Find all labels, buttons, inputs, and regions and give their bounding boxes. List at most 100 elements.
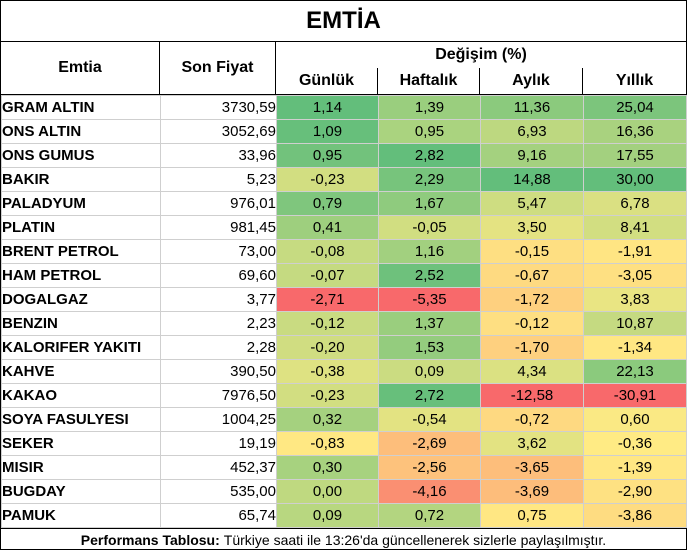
change-yearly: 6,78 bbox=[583, 191, 687, 216]
change-monthly: -12,58 bbox=[480, 383, 584, 408]
commodity-name: PAMUK bbox=[1, 503, 161, 528]
change-yearly: 8,41 bbox=[583, 215, 687, 240]
table-row: ONS ALTIN 3052,69 1,09 0,95 6,93 16,36 bbox=[1, 119, 687, 144]
change-yearly: 22,13 bbox=[583, 359, 687, 384]
change-daily: -2,71 bbox=[276, 287, 379, 312]
change-daily: 0,41 bbox=[276, 215, 379, 240]
last-price: 1004,25 bbox=[160, 407, 277, 432]
change-weekly: 1,67 bbox=[378, 191, 481, 216]
change-daily: -0,12 bbox=[276, 311, 379, 336]
change-monthly: 6,93 bbox=[480, 119, 584, 144]
last-price: 33,96 bbox=[160, 143, 277, 168]
table-row: ONS GUMUS 33,96 0,95 2,82 9,16 17,55 bbox=[1, 143, 687, 168]
last-price: 65,74 bbox=[160, 503, 277, 528]
change-monthly: -3,65 bbox=[480, 455, 584, 480]
change-weekly: 0,72 bbox=[378, 503, 481, 528]
change-weekly: -2,69 bbox=[378, 431, 481, 456]
change-monthly: 3,62 bbox=[480, 431, 584, 456]
commodity-name: KAHVE bbox=[1, 359, 161, 384]
change-monthly: -0,67 bbox=[480, 263, 584, 288]
change-yearly: -1,34 bbox=[583, 335, 687, 360]
commodity-name: DOGALGAZ bbox=[1, 287, 161, 312]
change-weekly: 1,37 bbox=[378, 311, 481, 336]
change-weekly: 1,53 bbox=[378, 335, 481, 360]
change-yearly: -3,86 bbox=[583, 503, 687, 528]
commodity-name: PALADYUM bbox=[1, 191, 161, 216]
last-price: 19,19 bbox=[160, 431, 277, 456]
header-change-group: Değişim (%) bbox=[276, 42, 686, 68]
commodity-name: KALORIFER YAKITI bbox=[1, 335, 161, 360]
commodity-name: HAM PETROL bbox=[1, 263, 161, 288]
data-grid: GRAM ALTIN 3730,59 1,14 1,39 11,36 25,04 ONS A… bbox=[1, 95, 687, 528]
change-monthly: 11,36 bbox=[480, 95, 584, 120]
table-row: BRENT PETROL 73,00 -0,08 1,16 -0,15 -1,91 bbox=[1, 239, 687, 264]
change-daily: -0,38 bbox=[276, 359, 379, 384]
change-yearly: 17,55 bbox=[583, 143, 687, 168]
header-price: Son Fiyat bbox=[160, 42, 276, 95]
change-weekly: -0,54 bbox=[378, 407, 481, 432]
change-daily: 0,95 bbox=[276, 143, 379, 168]
last-price: 976,01 bbox=[160, 191, 277, 216]
last-price: 2,28 bbox=[160, 335, 277, 360]
header-daily: Günlük bbox=[276, 68, 378, 95]
change-daily: -0,83 bbox=[276, 431, 379, 456]
last-price: 535,00 bbox=[160, 479, 277, 504]
change-yearly: -1,91 bbox=[583, 239, 687, 264]
change-monthly: 0,75 bbox=[480, 503, 584, 528]
table-row: SEKER 19,19 -0,83 -2,69 3,62 -0,36 bbox=[1, 431, 687, 456]
table-title: EMTİA bbox=[1, 1, 686, 42]
last-price: 5,23 bbox=[160, 167, 277, 192]
change-daily: 0,30 bbox=[276, 455, 379, 480]
table-row: KAKAO 7976,50 -0,23 2,72 -12,58 -30,91 bbox=[1, 383, 687, 408]
change-monthly: 3,50 bbox=[480, 215, 584, 240]
commodity-name: BRENT PETROL bbox=[1, 239, 161, 264]
change-daily: 0,32 bbox=[276, 407, 379, 432]
change-daily: 1,14 bbox=[276, 95, 379, 120]
change-weekly: 2,52 bbox=[378, 263, 481, 288]
commodity-name: SEKER bbox=[1, 431, 161, 456]
change-monthly: -1,72 bbox=[480, 287, 584, 312]
commodity-name: BAKIR bbox=[1, 167, 161, 192]
change-weekly: 1,39 bbox=[378, 95, 481, 120]
table-row: BENZIN 2,23 -0,12 1,37 -0,12 10,87 bbox=[1, 311, 687, 336]
commodity-name: BENZIN bbox=[1, 311, 161, 336]
change-weekly: 0,09 bbox=[378, 359, 481, 384]
change-weekly: -5,35 bbox=[378, 287, 481, 312]
last-price: 981,45 bbox=[160, 215, 277, 240]
change-weekly: -0,05 bbox=[378, 215, 481, 240]
commodity-name: ONS ALTIN bbox=[1, 119, 161, 144]
change-yearly: 3,83 bbox=[583, 287, 687, 312]
change-daily: -0,23 bbox=[276, 383, 379, 408]
change-weekly: 2,72 bbox=[378, 383, 481, 408]
header-yearly: Yıllık bbox=[583, 68, 686, 95]
change-monthly: -1,70 bbox=[480, 335, 584, 360]
change-weekly: 1,16 bbox=[378, 239, 481, 264]
table-row: BUGDAY 535,00 0,00 -4,16 -3,69 -2,90 bbox=[1, 479, 687, 504]
footer-label: Performans Tablosu: bbox=[80, 531, 220, 548]
table-row: MISIR 452,37 0,30 -2,56 -3,65 -1,39 bbox=[1, 455, 687, 480]
footer-text: Türkiye saati ile 13:26'da güncellenerek… bbox=[223, 531, 607, 548]
commodity-name: GRAM ALTIN bbox=[1, 95, 161, 120]
table-row: GRAM ALTIN 3730,59 1,14 1,39 11,36 25,04 bbox=[1, 95, 687, 120]
change-yearly: -30,91 bbox=[583, 383, 687, 408]
change-yearly: -2,90 bbox=[583, 479, 687, 504]
change-weekly: 0,95 bbox=[378, 119, 481, 144]
last-price: 3,77 bbox=[160, 287, 277, 312]
table-row: PAMUK 65,74 0,09 0,72 0,75 -3,86 bbox=[1, 503, 687, 528]
change-monthly: 9,16 bbox=[480, 143, 584, 168]
change-weekly: -4,16 bbox=[378, 479, 481, 504]
commodity-name: ONS GUMUS bbox=[1, 143, 161, 168]
commodity-name: MISIR bbox=[1, 455, 161, 480]
change-daily: 0,00 bbox=[276, 479, 379, 504]
change-yearly: 25,04 bbox=[583, 95, 687, 120]
change-monthly: 14,88 bbox=[480, 167, 584, 192]
table-row: HAM PETROL 69,60 -0,07 2,52 -0,67 -3,05 bbox=[1, 263, 687, 288]
change-monthly: -3,69 bbox=[480, 479, 584, 504]
last-price: 390,50 bbox=[160, 359, 277, 384]
change-yearly: -3,05 bbox=[583, 263, 687, 288]
table-row: PALADYUM 976,01 0,79 1,67 5,47 6,78 bbox=[1, 191, 687, 216]
change-yearly: -1,39 bbox=[583, 455, 687, 480]
footer-note: Performans Tablosu: Türkiye saati ile 13… bbox=[1, 528, 686, 550]
change-weekly: 2,82 bbox=[378, 143, 481, 168]
